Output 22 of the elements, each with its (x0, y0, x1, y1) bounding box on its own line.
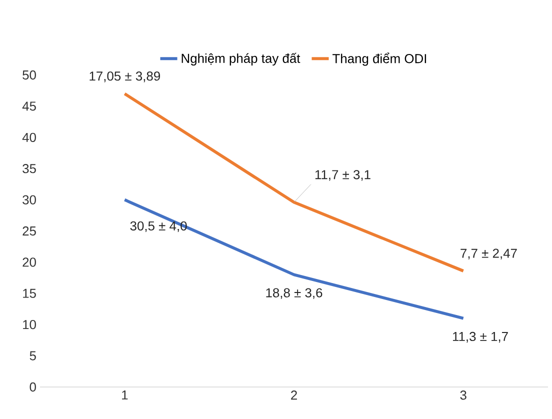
legend-label: Nghiệm pháp tay đất (182, 52, 300, 66)
y-tick-label: 40 (22, 132, 36, 142)
y-tick-label: 45 (22, 102, 36, 111)
y-tick-label: 35 (22, 164, 36, 174)
annotation: 7,7 ± 2,47 (460, 248, 517, 260)
legend-label: Thang điểm ODI (332, 52, 426, 66)
y-tick-label: 20 (22, 258, 36, 267)
y-tick-label: 0 (30, 382, 36, 392)
y-tick-label: 10 (23, 320, 36, 330)
y-tick-label: 15 (23, 288, 36, 298)
x-tick-label: 1 (122, 390, 128, 400)
y-tick-label: 30 (22, 195, 36, 204)
x-tick-label: 3 (460, 390, 466, 400)
y-tick-label: 25 (22, 226, 36, 236)
annotation: 30,5 ± 4,0 (130, 221, 187, 232)
y-tick-label: 5 (30, 351, 36, 360)
annotation: 11,7 ± 3,1 (315, 170, 370, 181)
annotation: 11,3 ± 1,7 (452, 332, 508, 343)
y-tick-label: 50 (22, 70, 36, 80)
x-tick-label: 2 (291, 390, 297, 400)
annotation: 17,05 ± 3,89 (90, 72, 160, 82)
annotation: 18,8 ± 3,6 (266, 288, 322, 299)
